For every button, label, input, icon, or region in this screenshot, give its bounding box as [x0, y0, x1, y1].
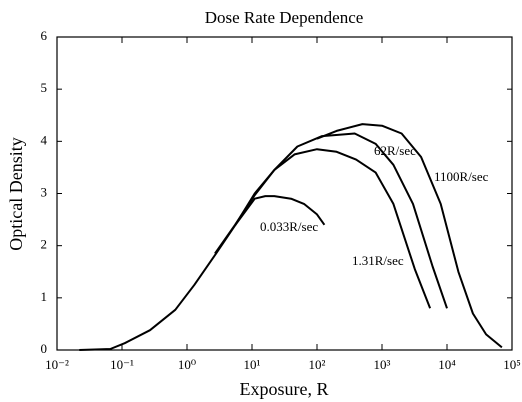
line: [316, 123, 503, 349]
y-axis-label: Optical Density: [6, 137, 26, 250]
x-tick-label: 10¹: [244, 357, 261, 372]
series-label: 1100R/sec: [434, 169, 489, 184]
chart-title: Dose Rate Dependence: [205, 8, 364, 27]
x-tick-label: 10⁻²: [45, 357, 69, 372]
y-tick-label: 0: [41, 341, 48, 356]
y-tick-label: 2: [41, 237, 48, 252]
x-tick-label: 10³: [374, 357, 391, 372]
x-tick-label: 10⁰: [178, 357, 196, 372]
x-axis-label: Exposure, R: [240, 379, 329, 399]
x-tick-label: 10⁴: [438, 357, 456, 372]
series-label: 62R/sec: [374, 143, 416, 158]
y-tick-label: 1: [41, 289, 48, 304]
plot-frame: [56, 36, 513, 351]
y-tick-label: 6: [41, 28, 48, 43]
series-label: 1.31R/sec: [352, 253, 404, 268]
y-tick-label: 4: [41, 132, 48, 147]
y-tick-label: 5: [41, 80, 48, 95]
x-tick-label: 10⁻¹: [110, 357, 134, 372]
x-tick-label: 10⁵: [503, 357, 521, 372]
y-tick-label: 3: [41, 184, 48, 199]
x-tick-label: 10²: [309, 357, 326, 372]
line: [214, 132, 448, 309]
series-label: 0.033R/sec: [260, 219, 318, 234]
